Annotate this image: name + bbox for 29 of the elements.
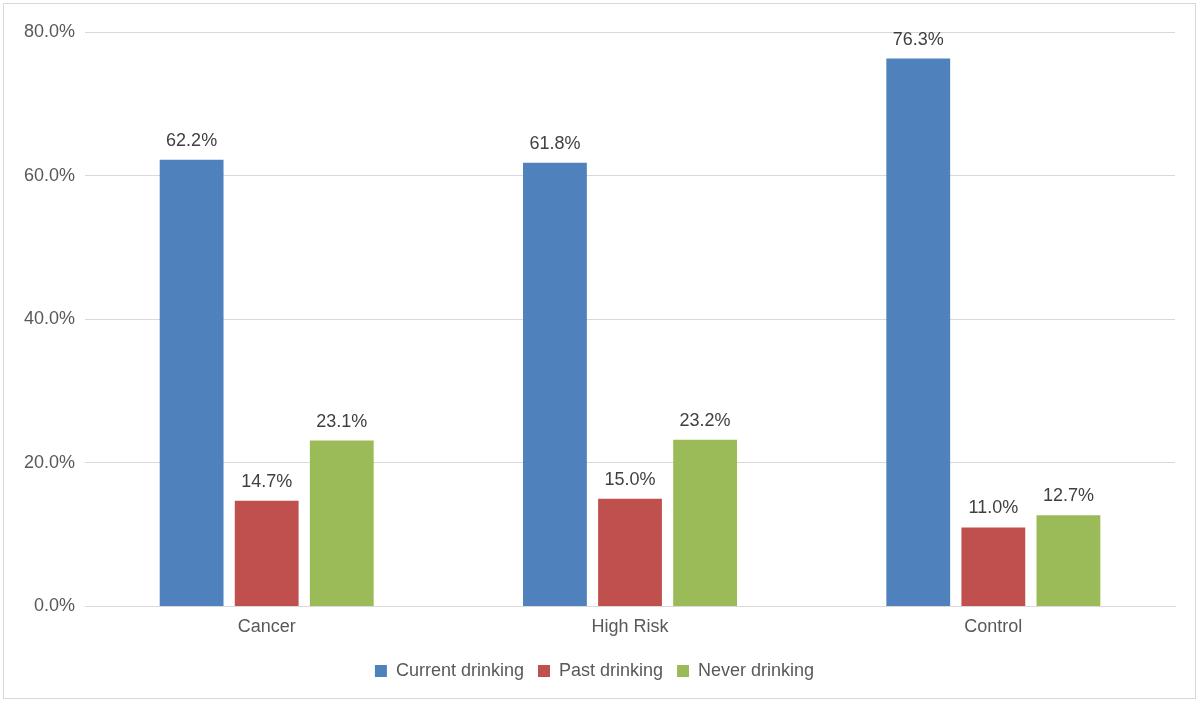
data-label: 23.2% (679, 409, 731, 430)
x-tick-label: Cancer (237, 616, 296, 637)
y-tick-label: 40.0% (23, 308, 76, 329)
legend-label: Never drinking (698, 659, 815, 680)
data-label: 15.0% (604, 468, 656, 489)
bar (309, 440, 374, 606)
x-tick-label: Control (964, 616, 1023, 637)
data-label: 23.1% (316, 410, 368, 431)
data-label: 61.8% (529, 132, 581, 153)
y-tick-label: 0.0% (34, 595, 76, 616)
y-tick-label: 60.0% (23, 164, 76, 185)
y-tick-label: 80.0% (23, 20, 76, 41)
bar (673, 439, 738, 606)
bar (159, 159, 224, 606)
data-label: 14.7% (241, 470, 293, 491)
legend-label: Current drinking (395, 659, 524, 680)
data-label: 76.3% (892, 28, 944, 49)
x-tick-label: High Risk (591, 616, 670, 637)
bar (886, 58, 951, 606)
data-label: 12.7% (1042, 485, 1094, 506)
y-tick-label: 20.0% (23, 451, 76, 472)
bar (598, 498, 662, 606)
legend-label: Past drinking (558, 659, 664, 680)
data-label: 62.2% (166, 129, 218, 150)
data-label: 11.0% (968, 497, 1019, 518)
bar (961, 527, 1026, 606)
bar (523, 162, 587, 606)
bar (1036, 515, 1101, 606)
bar (234, 500, 299, 606)
